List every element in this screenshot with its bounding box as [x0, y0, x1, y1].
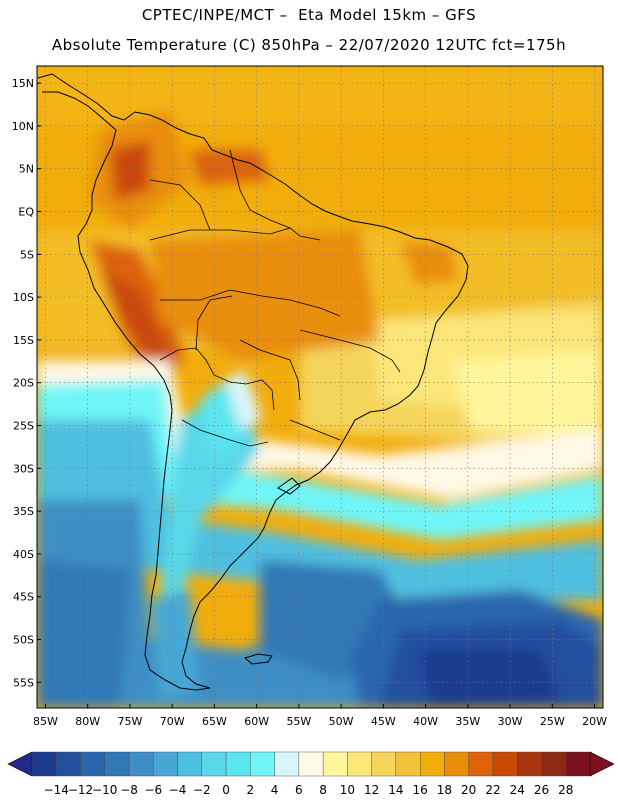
colorbar-label: 16	[413, 783, 428, 797]
colorbar-label: 20	[461, 783, 476, 797]
colorbar-swatch	[371, 751, 397, 777]
map-frame	[36, 65, 604, 709]
latitude-label: EQ	[18, 206, 34, 219]
country-border	[159, 347, 275, 411]
longitude-label: 25W	[540, 715, 565, 728]
colorbar-swatch	[395, 751, 421, 777]
colorbar-label: 14	[388, 783, 403, 797]
colorbar-label: −4	[169, 783, 187, 797]
colorbar-swatch	[541, 751, 566, 777]
border-layer	[149, 149, 401, 447]
colorbar-swatch	[347, 751, 372, 777]
country-border	[229, 149, 291, 229]
latitude-label: 55S	[13, 676, 34, 689]
country-border	[160, 289, 341, 317]
country-border	[149, 227, 321, 241]
colorbar-swatch	[56, 751, 81, 777]
colorbar-label: −2	[193, 783, 211, 797]
latitude-tick-labels: 15N 10N 5N EQ 5S 10S 15S 20S 25S 30S 35S 40S 45S 50S 5…	[12, 77, 41, 689]
colorbar-swatch	[31, 751, 57, 777]
latitude-label: 15N	[12, 77, 34, 90]
colorbar: −14−12−10 −8 −6 −4 −2 0 2 4 6 8 10 12 14 16 18 20 22 24 26…	[7, 751, 615, 797]
colorbar-label: 24	[510, 783, 525, 797]
colorbar-label: 18	[437, 783, 452, 797]
longitude-label: 20W	[582, 715, 607, 728]
colorbar-label: −14	[44, 783, 69, 797]
latitude-label: 35S	[13, 505, 34, 518]
colorbar-swatch	[128, 751, 154, 777]
latitude-label: 10S	[13, 291, 34, 304]
latitude-label: 30S	[13, 462, 34, 475]
longitude-label: 55W	[286, 715, 311, 728]
colorbar-swatch	[298, 751, 324, 777]
longitude-label: 40W	[413, 715, 438, 728]
longitude-label: 85W	[33, 715, 58, 728]
colorbar-swatch	[517, 751, 542, 777]
country-border	[299, 329, 401, 373]
colorbar-label: 28	[558, 783, 573, 797]
colorbar-label: 8	[319, 783, 327, 797]
colorbar-label: 4	[271, 783, 279, 797]
latitude-label: 50S	[13, 634, 34, 647]
colorbar-swatch	[322, 751, 348, 777]
longitude-label: 70W	[160, 715, 185, 728]
longitude-label: 60W	[244, 715, 269, 728]
latitude-label: 40S	[13, 548, 34, 561]
colorbar-swatch	[80, 751, 105, 777]
south-america-coastline	[37, 73, 469, 691]
colorbar-swatch	[177, 751, 203, 777]
colorbar-swatch	[565, 751, 591, 777]
colorbar-label: −10	[92, 783, 117, 797]
colorbar-under-arrow	[7, 751, 33, 777]
colorbar-swatch	[201, 751, 227, 777]
latitude-label: 25S	[13, 420, 34, 433]
colorbar-label: 0	[222, 783, 230, 797]
colorbar-swatch	[419, 751, 445, 777]
longitude-label: 80W	[75, 715, 100, 728]
latitude-label: 10N	[12, 120, 34, 133]
colorbar-label: 10	[340, 783, 355, 797]
colorbar-swatch	[274, 751, 300, 777]
colorbar-label: −8	[120, 783, 138, 797]
longitude-label: 30W	[498, 715, 523, 728]
lagoon-outline	[277, 477, 301, 495]
longitude-tick-labels: 85W 80W 75W 70W 65W 60W 55W 50W 45W 40W 35W 30W 25W 2…	[33, 704, 607, 728]
latitude-label: 5S	[20, 248, 34, 261]
colorbar-label: 12	[364, 783, 379, 797]
falklands-outline	[243, 653, 273, 665]
colorbar-swatch	[444, 751, 469, 777]
colorbar-over-arrow	[589, 751, 615, 777]
colorbar-label: −6	[144, 783, 162, 797]
chart-title-line-2: Absolute Temperature (C) 850hPa – 22/07/…	[51, 36, 567, 54]
country-border	[289, 419, 341, 441]
longitude-label: 45W	[371, 715, 396, 728]
longitude-label: 65W	[202, 715, 227, 728]
latitude-label: 5N	[19, 163, 34, 176]
colorbar-swatch	[104, 751, 130, 777]
country-border	[195, 295, 233, 351]
chart-title-line-1: CPTEC/INPE/MCT – Eta Model 15km – GFS	[141, 6, 477, 24]
country-border	[149, 179, 211, 231]
longitude-label: 75W	[117, 715, 142, 728]
latitude-label: 15S	[13, 334, 34, 347]
temperature-field	[37, 66, 603, 708]
colorbar-swatch	[468, 751, 494, 777]
colorbar-swatch	[225, 751, 251, 777]
latitude-label: 20S	[13, 377, 34, 390]
coastline-layer	[37, 73, 469, 691]
latitude-label: 45S	[13, 591, 34, 604]
colorbar-swatch	[250, 751, 275, 777]
colorbar-label: 6	[295, 783, 303, 797]
country-border	[239, 339, 301, 401]
longitude-label: 50W	[329, 715, 354, 728]
longitude-label: 35W	[455, 715, 480, 728]
colorbar-swatch	[153, 751, 178, 777]
colorbar-label: 2	[247, 783, 255, 797]
colorbar-label: −12	[68, 783, 93, 797]
colorbar-label: 22	[485, 783, 500, 797]
colorbar-label: 26	[534, 783, 549, 797]
country-border	[181, 419, 269, 447]
colorbar-swatch	[492, 751, 518, 777]
